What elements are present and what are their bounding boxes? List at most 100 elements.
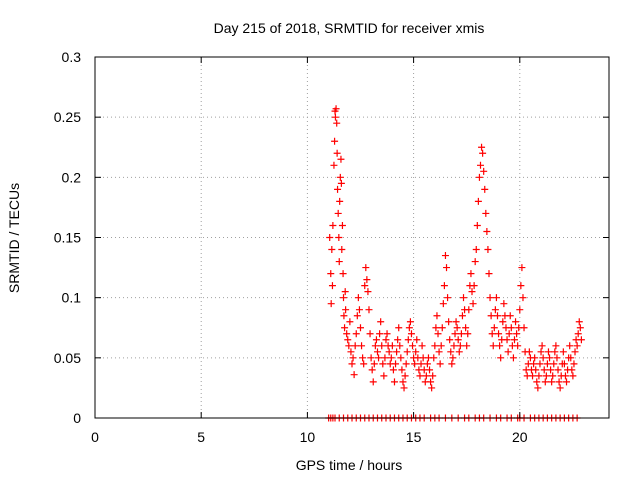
data-point [514, 342, 522, 350]
x-tick-label: 5 [197, 429, 205, 445]
data-point [495, 330, 503, 338]
data-point [403, 348, 411, 356]
y-tick-label: 0.15 [54, 230, 81, 246]
data-point [458, 312, 466, 320]
data-point [462, 324, 470, 332]
data-point [571, 348, 579, 356]
data-point [496, 342, 504, 350]
data-point [505, 330, 513, 338]
data-point [378, 342, 386, 350]
data-point [490, 324, 498, 332]
data-point [480, 167, 488, 175]
data-point [573, 342, 581, 350]
data-point [570, 360, 578, 368]
data-point [481, 185, 489, 193]
chart-title: Day 215 of 2018, SRMTID for receiver xmi… [214, 20, 485, 36]
data-point [393, 348, 401, 356]
data-point [388, 342, 396, 350]
data-point [576, 324, 584, 332]
data-point [510, 336, 518, 344]
data-point [341, 288, 349, 296]
data-point [507, 324, 515, 332]
data-point [429, 372, 437, 380]
data-point [327, 300, 335, 308]
x-tick-label: 15 [406, 429, 422, 445]
data-point [465, 306, 473, 314]
data-point [538, 342, 546, 350]
data-point [554, 366, 562, 374]
data-point [331, 137, 339, 145]
data-point [332, 105, 340, 113]
data-point [368, 366, 376, 374]
data-point [469, 300, 477, 308]
data-point [520, 324, 528, 332]
data-point [352, 330, 360, 338]
y-axis-label: SRMTID / TECUs [6, 183, 22, 293]
data-point [488, 330, 496, 338]
data-point [360, 360, 368, 368]
data-point [473, 221, 481, 229]
data-point [535, 372, 543, 380]
data-point [500, 300, 508, 308]
data-point [445, 318, 453, 326]
data-point [509, 354, 517, 362]
data-point [358, 342, 366, 350]
data-point [339, 270, 347, 278]
x-tick-label: 20 [512, 429, 528, 445]
data-point [475, 173, 483, 181]
data-point [479, 149, 487, 157]
data-point [341, 324, 349, 332]
data-point [448, 360, 456, 368]
data-point [546, 354, 554, 362]
data-point [346, 318, 354, 326]
data-point [401, 372, 409, 380]
data-point [340, 312, 348, 320]
data-point [454, 336, 462, 344]
data-point [548, 378, 556, 386]
data-point [453, 324, 461, 332]
data-point [399, 378, 407, 386]
data-point [345, 342, 353, 350]
data-point [455, 348, 463, 356]
data-point [474, 197, 482, 205]
data-point [542, 372, 550, 380]
data-point [464, 330, 472, 338]
data-point [344, 336, 352, 344]
data-point [463, 342, 471, 350]
data-point [534, 384, 542, 392]
data-point [493, 312, 501, 320]
x-tick-label: 0 [91, 429, 99, 445]
data-point [553, 354, 561, 362]
data-point [437, 342, 445, 350]
data-point [492, 294, 500, 302]
data-point [398, 366, 406, 374]
data-point [485, 270, 493, 278]
data-point [537, 348, 545, 356]
data-point [577, 336, 585, 344]
data-point [337, 179, 345, 187]
data-point [536, 360, 544, 368]
data-point [373, 348, 381, 356]
data-point [513, 330, 521, 338]
data-point [441, 252, 449, 260]
data-point [428, 384, 436, 392]
data-point [331, 113, 339, 121]
data-point [443, 264, 451, 272]
data-point [457, 330, 465, 338]
data-point [413, 336, 421, 344]
data-point [471, 258, 479, 266]
data-point [380, 372, 388, 380]
y-tick-label: 0.25 [54, 109, 81, 125]
data-point [525, 348, 533, 356]
data-point [504, 348, 512, 356]
data-point [375, 354, 383, 362]
data-point [402, 360, 410, 368]
data-point [326, 234, 334, 241]
data-point [451, 330, 459, 338]
data-point [392, 360, 400, 368]
data-point [335, 258, 343, 266]
data-point [328, 246, 336, 254]
data-point [499, 318, 507, 326]
